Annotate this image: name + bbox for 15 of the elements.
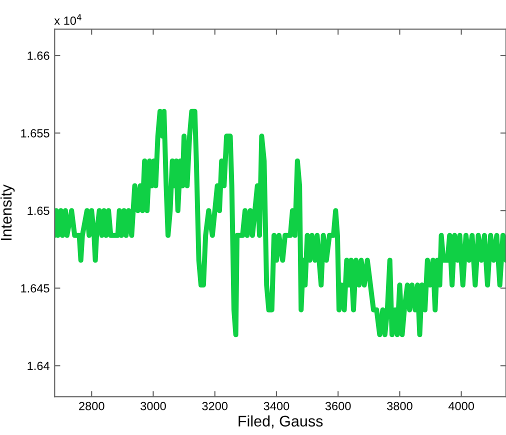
x-tick-label: 3600 [325, 402, 351, 410]
y-tick-label: 1.64 [28, 362, 50, 370]
y-axis-title: Intensity [0, 184, 15, 240]
x-tick-label: 4000 [448, 402, 474, 410]
text: x 10$^{4}$ [54, 14, 82, 25]
x-tick-label: 2800 [79, 402, 104, 410]
y-tick-label: 1.645 [21, 284, 50, 293]
x-tick-label: 3800 [387, 402, 412, 410]
x-tick-label: 3400 [264, 402, 290, 410]
x-axis-title: Filed, Gauss [238, 415, 323, 428]
x-tick-label: 3000 [140, 402, 166, 410]
y-tick-label: 1.66 [28, 52, 50, 60]
x-tick-label: 3200 [202, 402, 228, 410]
y-tick-label: 1.655 [21, 129, 50, 138]
y-tick-label: 1.65 [28, 206, 50, 215]
